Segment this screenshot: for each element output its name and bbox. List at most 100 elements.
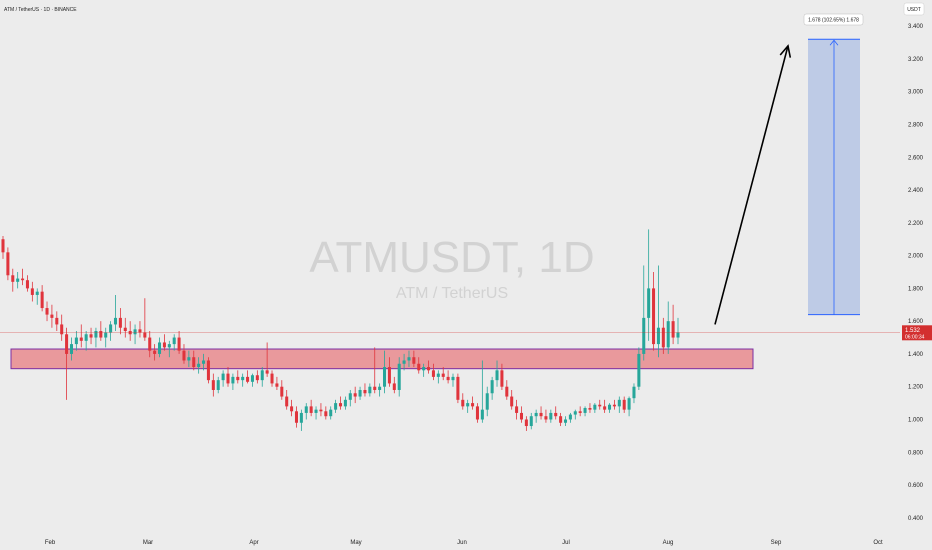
candle-body <box>353 393 357 397</box>
candle <box>622 396 626 413</box>
candle <box>55 311 59 331</box>
candle <box>490 376 494 400</box>
candle-body <box>74 337 78 345</box>
price-axis[interactable]: 0.400 0.600 0.800 1.000 1.200 1.400 1.600 1.800… <box>908 24 924 522</box>
candle-body <box>109 324 113 333</box>
candle-body <box>573 411 577 415</box>
candle-body <box>661 327 665 348</box>
candle <box>363 383 367 397</box>
candle <box>378 383 382 397</box>
candle-body <box>549 412 553 420</box>
candle <box>226 367 230 387</box>
candle <box>270 370 274 387</box>
candle-body <box>563 419 568 423</box>
candle-body <box>466 403 470 407</box>
candle-body <box>304 406 308 413</box>
price-tag-value: 1.532 <box>905 328 921 334</box>
candle-body <box>617 399 621 407</box>
candle-body <box>60 324 64 335</box>
candle <box>598 399 602 410</box>
candle <box>637 347 641 390</box>
support-zone-rect <box>10 348 754 370</box>
candle <box>118 308 122 335</box>
candle <box>89 327 93 345</box>
candle-body <box>192 357 196 368</box>
candle-body <box>608 404 612 410</box>
candle-body <box>40 291 44 309</box>
target-projection[interactable]: 1.678 (102.65%) 1.678 <box>803 13 864 316</box>
candle <box>324 406 328 420</box>
candle-body <box>128 330 132 335</box>
candle <box>422 363 426 377</box>
price-tick-label: 1.200 <box>908 385 924 391</box>
time-tick-label: Jul <box>562 540 570 546</box>
candle-body <box>172 337 176 345</box>
candle-body <box>519 412 523 420</box>
candle-body <box>241 376 245 381</box>
candle <box>172 334 176 351</box>
candle <box>250 373 254 387</box>
candle <box>652 272 656 351</box>
candle-body <box>221 373 225 381</box>
candle <box>290 399 294 417</box>
candle <box>480 360 484 423</box>
candle <box>471 396 475 410</box>
arrow-head <box>779 44 792 58</box>
candle-body <box>290 406 294 412</box>
candle-body <box>16 278 20 282</box>
candle <box>505 380 509 400</box>
time-axis[interactable]: Feb Mar Apr May Jun Jul Aug Sep Oct <box>45 540 883 546</box>
candle <box>231 373 235 390</box>
price-tick-label: 2.200 <box>908 221 924 227</box>
candle <box>656 265 660 358</box>
candle-body <box>627 398 631 410</box>
candle <box>299 409 303 431</box>
candle <box>578 406 582 417</box>
candle-body <box>202 360 206 364</box>
time-tick-label: Aug <box>663 540 674 546</box>
candle <box>519 406 523 423</box>
candle <box>143 298 147 341</box>
candle-body <box>246 376 250 382</box>
price-tick-label: 0.600 <box>908 483 924 489</box>
candle-body <box>593 404 597 410</box>
target-label-box <box>803 13 864 26</box>
candle-body <box>182 350 186 361</box>
candle-body <box>324 411 328 417</box>
support-zone[interactable] <box>10 348 754 370</box>
candle-body <box>69 344 73 354</box>
candle-body <box>422 367 426 371</box>
candle-body <box>319 409 323 412</box>
candle-body <box>529 416 533 427</box>
candle <box>593 403 597 413</box>
candle <box>255 370 259 384</box>
candle <box>417 357 421 374</box>
candle-body <box>11 275 15 282</box>
candle <box>334 399 338 413</box>
candle-body <box>475 406 479 420</box>
currency-badge[interactable]: USDT <box>903 2 925 16</box>
candle <box>309 399 313 417</box>
price-tag-countdown: 06:00:34 <box>905 334 925 340</box>
candle-body <box>250 375 254 382</box>
candle <box>211 373 215 397</box>
candle-body <box>397 363 401 390</box>
candle <box>397 357 401 397</box>
price-tick-label: 2.400 <box>908 188 924 194</box>
candle <box>554 406 558 420</box>
candle <box>348 389 352 407</box>
candle-body <box>368 386 372 394</box>
candle <box>138 321 142 338</box>
candle <box>573 409 577 420</box>
candle-body <box>265 370 269 374</box>
watermark: ATMUSDT, 1D ATM / TetherUS <box>309 233 594 302</box>
candle-body <box>113 317 118 325</box>
candle <box>446 370 450 384</box>
candle <box>387 357 391 387</box>
forecast-arrow[interactable] <box>714 44 792 325</box>
candle-body <box>578 411 582 413</box>
time-tick-label: Sep <box>771 540 782 546</box>
candle <box>485 386 489 417</box>
candle <box>11 268 15 292</box>
